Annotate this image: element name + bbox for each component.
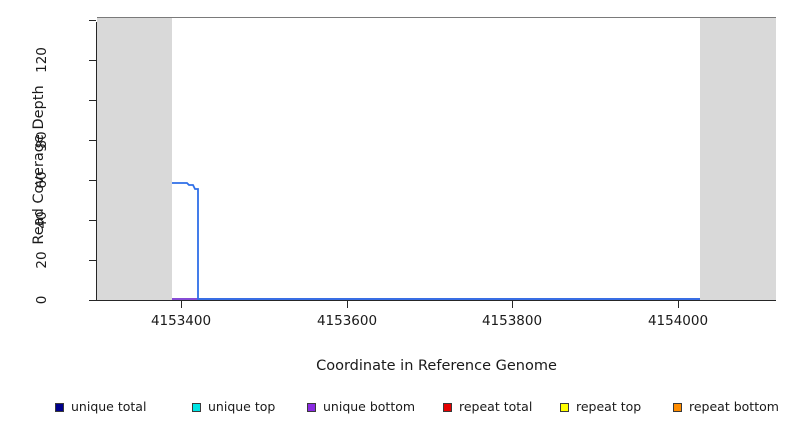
- shaded-region-left: [97, 17, 172, 300]
- plot-top-border: [97, 17, 776, 18]
- legend-item-unique-bottom: unique bottom: [307, 398, 415, 416]
- y-tick-label-80: 80: [33, 131, 50, 149]
- y-tick-0: [89, 300, 96, 301]
- y-tick-140: [89, 20, 96, 21]
- x-tick-4153600: [347, 301, 348, 308]
- legend-swatch-unique-total: [55, 402, 64, 412]
- y-axis-line: [96, 22, 97, 301]
- legend-label-repeat-bottom: repeat bottom: [689, 399, 779, 414]
- y-tick-20: [89, 260, 96, 261]
- series-unique-total: [97, 182, 702, 300]
- x-tick-label-4153400: 4153400: [150, 313, 212, 329]
- legend-item-repeat-bottom: repeat bottom: [673, 398, 779, 416]
- x-tick-4153400: [181, 301, 182, 308]
- y-tick-80: [89, 140, 96, 141]
- legend-label-unique-total: unique total: [71, 399, 147, 414]
- legend-item-repeat-top: repeat top: [560, 398, 641, 416]
- series-canvas: [97, 33, 776, 300]
- x-tick-label-4154000: 4154000: [647, 313, 709, 329]
- legend-swatch-unique-bottom: [307, 402, 316, 412]
- y-tick-label-40: 40: [33, 211, 50, 229]
- x-axis-line: [97, 300, 776, 301]
- shaded-region-right: [700, 17, 776, 300]
- y-tick-40: [89, 220, 96, 221]
- legend-item-repeat-total: repeat total: [443, 398, 532, 416]
- legend-label-repeat-total: repeat total: [459, 399, 533, 414]
- legend-item-unique-total: unique total: [55, 398, 146, 416]
- y-tick-120: [89, 60, 96, 61]
- legend-swatch-unique-top: [192, 402, 201, 412]
- legend-swatch-repeat-total: [443, 402, 452, 412]
- x-tick-4154000: [678, 301, 679, 308]
- x-tick-label-4153800: 4153800: [481, 313, 543, 329]
- legend-item-unique-top: unique top: [192, 398, 275, 416]
- y-tick-label-120: 120: [33, 47, 50, 73]
- x-tick-label-4153600: 4153600: [316, 313, 378, 329]
- y-tick-60: [89, 180, 96, 181]
- legend-label-repeat-top: repeat top: [576, 399, 642, 414]
- chart-legend: unique total unique top unique bottom re…: [0, 398, 792, 420]
- y-tick-label-20: 20: [33, 251, 50, 269]
- legend-label-unique-top: unique top: [208, 399, 276, 414]
- x-axis-title: Coordinate in Reference Genome: [316, 358, 557, 374]
- y-tick-100: [89, 100, 96, 101]
- plot-area: [97, 17, 776, 300]
- x-tick-4153800: [512, 301, 513, 308]
- y-tick-label-60: 60: [33, 171, 50, 189]
- legend-swatch-repeat-bottom: [673, 402, 682, 412]
- y-tick-label-0: 0: [33, 295, 50, 305]
- legend-swatch-repeat-top: [560, 402, 569, 412]
- legend-label-unique-bottom: unique bottom: [323, 399, 416, 414]
